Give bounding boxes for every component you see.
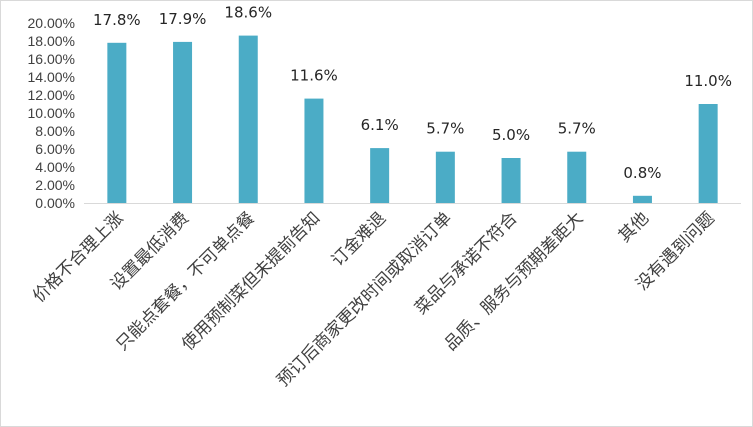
y-tick-label: 18.00% (28, 33, 75, 49)
bar (107, 42, 127, 203)
data-label: 5.7% (558, 120, 596, 138)
data-label: 17.9% (159, 10, 207, 28)
bar (304, 98, 324, 203)
data-label: 0.8% (623, 164, 661, 182)
bar (435, 151, 455, 203)
y-tick-label: 4.00% (35, 159, 75, 175)
y-tick-label: 12.00% (28, 87, 75, 103)
bar (370, 148, 390, 203)
bar (567, 151, 587, 203)
y-tick-label: 14.00% (28, 69, 75, 85)
y-tick-label: 8.00% (35, 123, 75, 139)
data-label: 11.6% (290, 67, 338, 85)
data-label: 18.6% (224, 4, 272, 22)
data-label: 6.1% (361, 116, 399, 134)
x-tick-label: 其他 (615, 208, 653, 246)
data-label: 5.0% (492, 126, 530, 144)
y-tick-label: 10.00% (28, 105, 75, 121)
bar (501, 158, 521, 203)
bar (632, 195, 652, 203)
data-labels: 17.8% 17.9% 18.6% 11.6% 6.1% 5.7% 5.0% 5.7% 0.8%… (93, 4, 732, 182)
data-label: 11.0% (684, 72, 732, 90)
data-label: 17.8% (93, 11, 141, 29)
bar (173, 41, 193, 204)
y-tick-label: 16.00% (28, 51, 75, 67)
x-tick-label: 品质、服务与预期差距大 (441, 208, 587, 354)
y-tick-label: 6.00% (35, 141, 75, 157)
bar (238, 35, 258, 203)
bar (698, 104, 718, 203)
y-tick-label: 20.00% (28, 15, 75, 31)
y-axis: 0.00% 2.00% 4.00% 6.00% 8.00% 10.00% 12.00% 14.… (28, 15, 75, 211)
x-tick-label: 价格不合理上涨 (29, 208, 127, 306)
data-label: 5.7% (426, 120, 464, 138)
y-tick-label: 0.00% (35, 195, 75, 211)
bars (107, 35, 718, 204)
x-tick-label: 订金难退 (328, 208, 390, 270)
y-tick-label: 2.00% (35, 177, 75, 193)
